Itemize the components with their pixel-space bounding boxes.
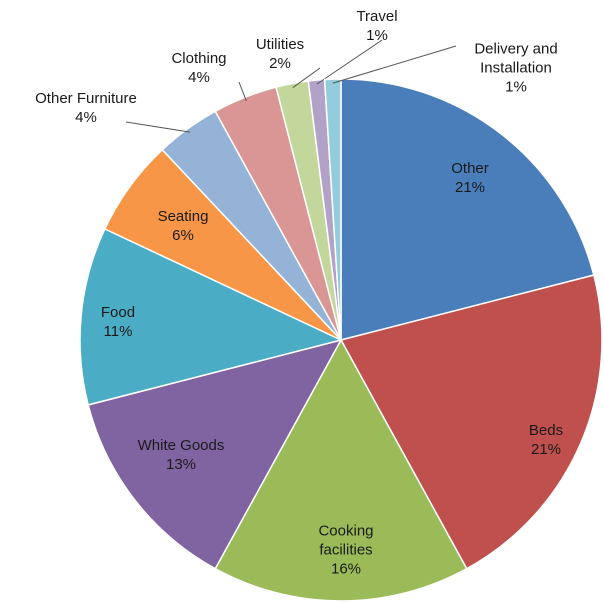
pie-slice: [214, 338, 468, 602]
value-label: 1%: [366, 27, 388, 44]
value-label: 6%: [172, 227, 194, 244]
value-label: 16%: [330, 560, 362, 578]
category-label: Clothing: [171, 50, 227, 67]
category-label: Cooking facilities: [318, 522, 374, 559]
category-label: Beds: [528, 422, 564, 439]
leader-line: [292, 67, 321, 88]
pie-slice: [340, 78, 595, 341]
slice-label: Delivery and Installation 1%: [451, 40, 581, 97]
category-label: Delivery and Installation: [474, 40, 558, 77]
pie-slice: [87, 338, 343, 570]
value-label: 21%: [454, 179, 486, 196]
value-label: 13%: [165, 456, 197, 473]
value-label: 21%: [530, 441, 562, 458]
leader-line: [332, 45, 457, 84]
category-label: White Goods: [137, 437, 225, 454]
pie-slice: [323, 78, 342, 341]
slice-label: Cooking facilities 16%: [291, 522, 401, 579]
pie-slice: [79, 227, 344, 406]
category-label: Other: [451, 160, 489, 177]
value-label: 11%: [103, 323, 133, 340]
value-label: 4%: [188, 69, 210, 86]
value-label: 1%: [505, 78, 527, 96]
category-label: Travel: [356, 8, 398, 25]
category-label: Utilities: [255, 36, 305, 53]
slice-label: White Goods 13%: [121, 436, 241, 474]
leader-line: [238, 81, 247, 102]
slice-label: Utilities 2%: [240, 35, 320, 73]
slice-label: Beds 21%: [516, 421, 576, 459]
category-label: Food: [100, 304, 136, 321]
slice-label: Food 11%: [88, 303, 148, 341]
value-label: 4%: [75, 109, 97, 126]
slice-label: Other Furniture 4%: [1, 89, 171, 127]
category-label: Seating: [157, 208, 209, 225]
leader-line: [125, 121, 191, 133]
category-label: Other Furniture: [35, 90, 137, 107]
slice-label: Clothing 4%: [154, 49, 244, 87]
leader-line: [316, 39, 383, 85]
slice-label: Travel 1%: [347, 7, 407, 45]
slice-label: Other 21%: [430, 159, 510, 197]
pie-slice: [339, 274, 603, 570]
slice-label: Seating 6%: [148, 207, 218, 245]
value-label: 2%: [269, 55, 291, 72]
